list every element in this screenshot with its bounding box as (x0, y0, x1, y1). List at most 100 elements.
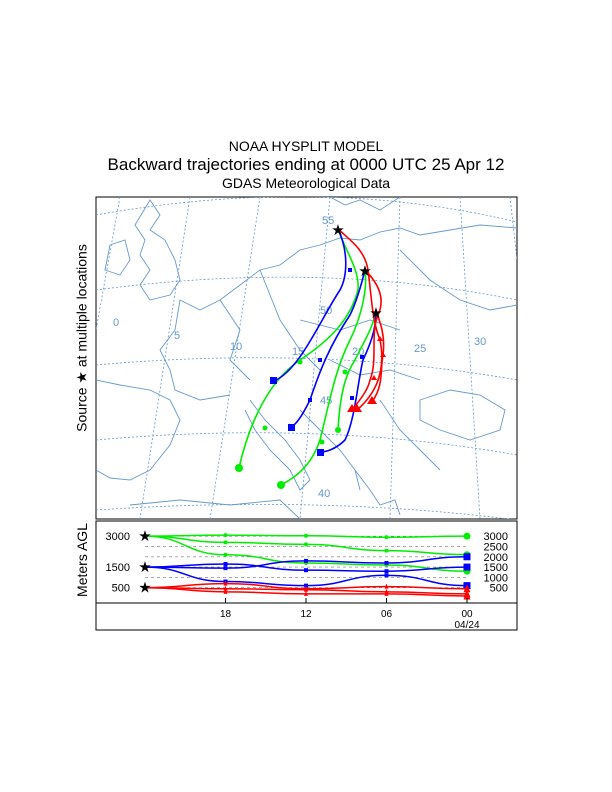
height-point-marker (223, 566, 228, 571)
lat-label: 55 (322, 215, 334, 227)
height-point-marker (304, 586, 308, 592)
y-tick-left: 1500 (106, 562, 130, 574)
height-point-marker (223, 533, 228, 538)
source-star-2: ★ (358, 262, 371, 280)
longitude-line (509, 197, 517, 261)
height-point-marker (384, 583, 389, 589)
map-markers (235, 268, 386, 489)
coastline-blacksea (419, 389, 506, 441)
y-tick-right: 1500 (484, 562, 508, 574)
y-tick-right: 1000 (484, 572, 508, 584)
title-line-3: GDAS Meteorological Data (221, 175, 391, 191)
border (219, 299, 251, 381)
longitude-line (96, 197, 121, 331)
latitude-line (96, 276, 517, 301)
height-point-marker (223, 562, 228, 566)
y-tick-left: 500 (112, 583, 130, 595)
green-point-marker (319, 439, 325, 445)
coastline-italy (244, 399, 311, 491)
latitude-line (96, 357, 517, 381)
lon-label: 5 (174, 330, 180, 342)
height-point-marker (384, 560, 389, 565)
height-point-marker (304, 568, 308, 573)
red-endpoint-marker (367, 396, 377, 404)
trajectory-blue-src2 (290, 269, 366, 428)
latitude-line (96, 197, 517, 223)
lat-label: 40 (318, 488, 330, 500)
longitude-line (389, 197, 401, 519)
green-endpoint-marker (277, 481, 285, 489)
height-point-marker (223, 588, 228, 594)
height-point-marker (304, 533, 308, 538)
height-point-marker (384, 573, 389, 578)
height-point-marker (463, 591, 471, 600)
map-graticule (96, 197, 517, 519)
blue-endpoint-marker (270, 377, 277, 384)
y-tick-right: 3000 (484, 531, 508, 543)
blue-point-marker (350, 396, 354, 400)
title-line-1: NOAA HYSPLIT MODEL (228, 138, 384, 154)
height-point-marker (304, 590, 308, 596)
height-point-marker (463, 532, 471, 540)
trajectory-red-src1 (337, 228, 383, 411)
coastline-france (159, 299, 231, 401)
y-tick-right: 2000 (484, 552, 508, 564)
height-point-marker (223, 540, 228, 545)
border (379, 399, 441, 471)
coastline-ireland (104, 239, 131, 276)
coastline-adriatic (299, 409, 361, 491)
green-point-marker (342, 369, 348, 375)
height-point-marker (463, 584, 471, 593)
red-point-marker (380, 352, 386, 357)
height-point-marker (384, 590, 389, 596)
blue-point-marker (348, 268, 352, 272)
source-star-3: ★ (369, 304, 382, 322)
source-star-1: ★ (331, 221, 344, 239)
x-tick-label: 18 (220, 609, 232, 620)
height-source-star: ★ (138, 527, 151, 545)
map-trajectories (238, 228, 385, 486)
latitude-line (96, 503, 513, 519)
red-endpoint-marker (347, 404, 357, 412)
y-tick-left: 3000 (106, 531, 130, 543)
border (399, 249, 517, 311)
height-point-marker (304, 583, 308, 588)
trajectory-red-src2 (351, 269, 382, 411)
trajectory-blue-src3 (319, 311, 377, 453)
x-tick-label: 12 (300, 609, 312, 620)
height-point-marker (384, 535, 389, 540)
trajectory-green-src3 (337, 311, 377, 431)
green-endpoint-marker (235, 464, 243, 472)
border (329, 359, 421, 381)
y-tick-right: 500 (490, 583, 508, 595)
map-frame (95, 196, 518, 520)
coastline-continent (179, 224, 517, 311)
height-source-star: ★ (138, 558, 151, 576)
height-source-star: ★ (138, 579, 151, 597)
x-tick-label: 06 (381, 609, 393, 620)
lon-label: 30 (474, 336, 486, 348)
height-point-marker (463, 563, 471, 571)
coastline-britain (134, 199, 181, 301)
coastline-greece (354, 469, 401, 516)
map-coastlines (96, 197, 517, 519)
x-date-label: 04/24 (454, 620, 479, 631)
height-point-marker (304, 558, 308, 563)
blue-point-marker (360, 355, 364, 359)
blue-endpoint-marker (288, 424, 295, 431)
green-point-marker (262, 425, 268, 431)
latitude-line (96, 432, 517, 456)
height-point-marker (384, 569, 389, 574)
green-endpoint-marker (335, 427, 341, 433)
trajectory-green-src2 (280, 269, 367, 486)
map-panel: 55 50 45 40 0 5 10 15 20 25 30 (95, 196, 518, 520)
longitude-line (299, 197, 331, 519)
trajectory-blue-src1 (273, 228, 347, 382)
longitude-line (459, 197, 481, 519)
height-series (144, 532, 471, 600)
red-point-marker (371, 375, 377, 380)
height-point-marker (223, 552, 228, 557)
source-stars: ★ ★ ★ (331, 221, 382, 322)
